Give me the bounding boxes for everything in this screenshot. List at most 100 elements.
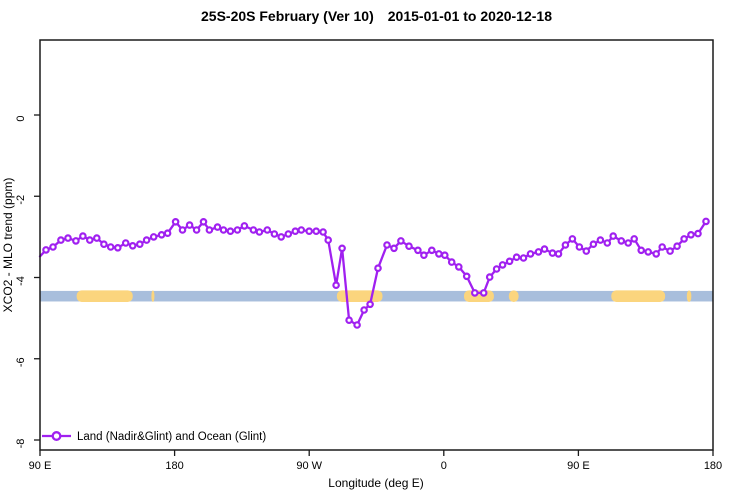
chart-title-region-month: 25S-20S February (Ver 10)	[201, 8, 374, 24]
x-tick-label: 180	[165, 460, 183, 472]
data-point	[447, 258, 456, 266]
data-point	[136, 240, 144, 249]
data-point	[319, 228, 327, 236]
data-point	[332, 281, 340, 290]
data-point	[420, 251, 428, 260]
data-point	[305, 227, 314, 236]
data-point	[226, 227, 235, 236]
data-point	[397, 237, 405, 245]
data-point	[666, 247, 674, 255]
data-point	[192, 226, 201, 234]
data-point	[163, 229, 172, 238]
data-point	[142, 236, 151, 244]
data-point	[512, 253, 521, 262]
data-point	[637, 246, 646, 255]
data-point	[57, 236, 65, 244]
data-point	[462, 272, 471, 281]
land-segment	[76, 290, 133, 302]
data-point	[297, 226, 306, 234]
data-point	[575, 243, 584, 251]
data-point	[255, 228, 264, 236]
x-axis-ticks: 90 E 180 90 W 0 90 E 180	[29, 450, 722, 472]
data-point	[582, 247, 591, 255]
data-point	[479, 289, 488, 297]
data-point	[694, 229, 702, 238]
data-point	[658, 243, 667, 251]
surface-type-band	[40, 290, 713, 302]
legend: Land (Nadir&Glint) and Ocean (Glint)	[42, 431, 266, 443]
chart-title: 25S-20S February (Ver 10) 2015-01-01 to …	[40, 8, 713, 24]
data-point	[470, 289, 479, 297]
series-line	[38, 220, 708, 327]
chart-title-date-range: 2015-01-01 to 2020-12-18	[387, 8, 552, 24]
x-tick-label: 90 E	[567, 460, 590, 472]
data-point	[277, 233, 286, 241]
y-tick-label: -2	[15, 195, 27, 205]
data-point	[454, 263, 463, 271]
land-segment	[686, 290, 692, 302]
data-point	[485, 273, 494, 281]
land-segment	[151, 290, 155, 302]
y-tick-label: -8	[15, 439, 27, 449]
data-point	[240, 222, 249, 230]
data-point	[568, 235, 577, 243]
data-point	[526, 250, 535, 258]
data-point	[100, 240, 108, 249]
plot-border	[39, 39, 714, 451]
data-point	[561, 241, 570, 249]
data-point	[114, 244, 122, 252]
x-tick-label: 0	[441, 460, 447, 472]
data-point	[345, 316, 353, 325]
data-point	[338, 244, 346, 253]
land-segment	[611, 290, 666, 302]
data-point	[505, 257, 514, 266]
data-point	[171, 218, 180, 226]
data-point	[249, 226, 258, 234]
data-point	[157, 231, 166, 239]
data-point	[519, 254, 528, 262]
data-point	[435, 250, 443, 258]
land-segment	[508, 290, 519, 302]
y-tick-label: 0	[15, 115, 27, 121]
data-point	[366, 300, 374, 309]
data-point	[603, 239, 612, 247]
data-point	[414, 246, 422, 255]
data-point	[652, 250, 661, 258]
data-point	[440, 251, 449, 260]
data-point	[178, 226, 187, 234]
data-point	[121, 239, 130, 247]
data-point	[324, 236, 333, 244]
data-point	[263, 226, 272, 234]
data-point	[673, 242, 681, 251]
land-segment	[336, 290, 383, 302]
data-point	[86, 236, 94, 244]
data-point	[624, 239, 633, 247]
data-series	[38, 217, 710, 329]
data-point	[492, 265, 501, 273]
y-axis-ticks: 0 -2 -4 -6 -8	[15, 114, 40, 449]
legend-label: Land (Nadir&Glint) and Ocean (Glint)	[77, 431, 266, 443]
data-point	[291, 227, 300, 236]
data-point	[360, 306, 368, 314]
data-point	[390, 244, 398, 253]
data-point	[284, 230, 293, 238]
data-point	[427, 246, 436, 255]
x-axis-title: Longitude (deg E)	[328, 476, 423, 490]
data-point	[405, 242, 413, 251]
data-point	[630, 235, 639, 243]
data-point	[79, 232, 87, 240]
data-point	[128, 242, 137, 250]
data-point	[199, 218, 208, 226]
data-point	[374, 264, 382, 273]
data-point	[93, 234, 101, 242]
data-point	[498, 261, 507, 269]
y-tick-label: -4	[15, 276, 27, 286]
data-point	[270, 230, 279, 238]
data-point	[149, 233, 158, 241]
data-point	[617, 237, 626, 245]
legend-marker-icon	[51, 431, 62, 441]
data-point	[554, 250, 563, 258]
data-point	[687, 231, 695, 239]
